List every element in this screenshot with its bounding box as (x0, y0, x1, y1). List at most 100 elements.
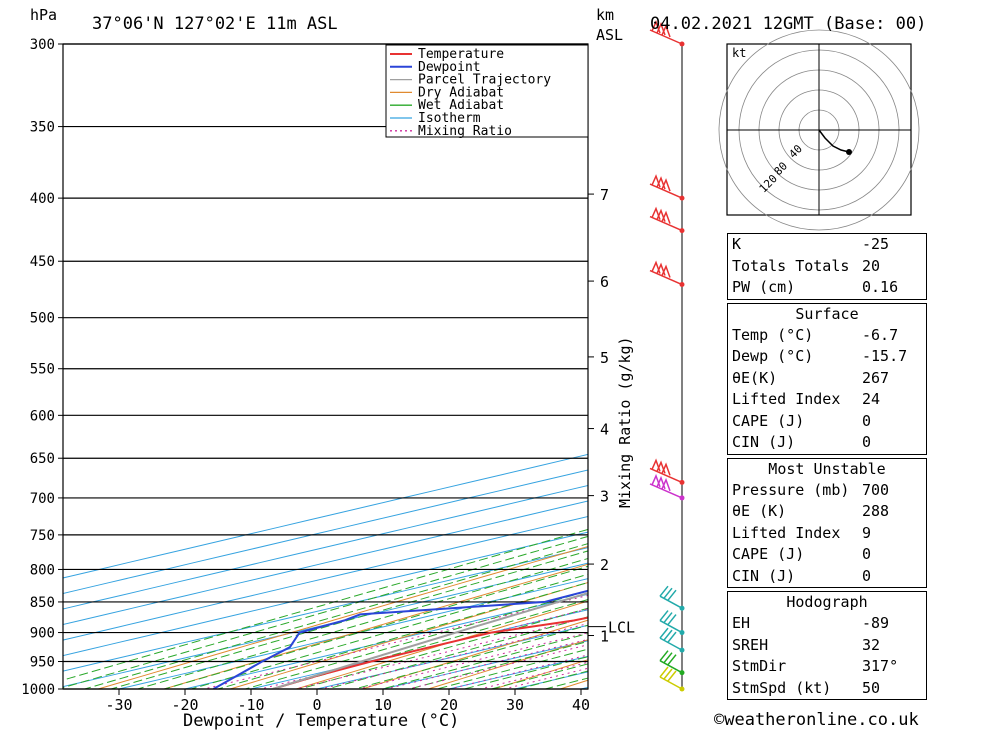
pressure-label: 950 (30, 655, 55, 671)
table-row: SREH 32 (728, 635, 926, 657)
datetime-title: 04.02.2021 12GMT (Base: 00) (650, 14, 926, 34)
isotherm-line (116, 578, 588, 689)
wet-adiabat-line (63, 528, 588, 681)
row-label: PW (cm) (732, 278, 796, 296)
legend-label: Isotherm (418, 111, 481, 126)
wind-barb (649, 174, 683, 199)
wind-barb (659, 610, 683, 634)
plot-frame (62, 43, 589, 690)
asl-label: ASL (596, 26, 623, 44)
row-label: θE(K) (732, 368, 778, 387)
isotherm-line (63, 547, 588, 672)
row-label: Lifted Index (732, 390, 841, 408)
credit-text: ©weatheronline.co.uk (714, 710, 919, 730)
row-value: 288 (862, 502, 890, 520)
row-value: 24 (862, 390, 881, 408)
location-title: 37°06'N 127°02'E 11m ASL (92, 14, 338, 34)
height-label: 5 (600, 349, 609, 367)
legend-label: Wet Adiabat (418, 98, 504, 113)
wet-adiabat-line (109, 550, 588, 689)
pressure-label: 750 (30, 528, 55, 544)
temperature-label: 40 (572, 696, 590, 714)
wind-barb (649, 458, 683, 484)
pressure-label: 450 (30, 254, 55, 270)
pressure-label: 300 (30, 37, 55, 53)
wind-barb-shaft (649, 269, 683, 286)
row-value: -6.7 (862, 325, 899, 344)
pressure-label: 850 (30, 595, 55, 611)
table-row: CIN (J) 0 (728, 566, 926, 588)
pressure-label: 500 (30, 311, 55, 327)
storm-motion-marker (846, 149, 852, 155)
row-value: 32 (862, 635, 881, 654)
wind-barb-shaft (659, 595, 683, 609)
row-value: 20 (862, 256, 881, 275)
table-row: Lifted Index 9 (728, 523, 926, 545)
wet-adiabat-line (135, 557, 588, 689)
surface-table: Surface Temp (°C) -6.7 Dewp (°C) -15.7 θE(K)… (727, 302, 927, 455)
height-label: 1 (600, 628, 609, 646)
row-label: SREH (732, 635, 769, 654)
temperature-label: 0 (312, 696, 321, 714)
row-value: -25 (862, 235, 890, 253)
lcl-label: LCL (608, 619, 635, 637)
table-row: Pressure (mb) 700 (728, 480, 926, 502)
height-label: 2 (600, 556, 609, 574)
most-unstable-title: Most Unstable (768, 459, 886, 478)
wind-barb (659, 666, 683, 690)
mixing-ratio-axis-title: Mixing Ratio (g/kg) (616, 336, 634, 508)
temperature-label: 10 (374, 696, 392, 714)
dry-adiabat-line (162, 563, 588, 689)
table-row: CAPE (J) 0 (728, 411, 926, 433)
wind-profile (649, 19, 685, 692)
table-row: Dewp (°C) -15.7 (728, 346, 926, 368)
row-value: 0 (862, 433, 872, 451)
table-row: StmDir 317° (728, 656, 926, 678)
row-label: θE (K) (732, 502, 787, 520)
height-label: 3 (600, 488, 609, 506)
pressure-label: 900 (30, 626, 55, 642)
wind-barb-feather (659, 666, 669, 678)
wind-barb (649, 19, 683, 45)
isotherm-line (63, 562, 588, 688)
km-label: km (596, 6, 614, 24)
wet-adiabat-line (162, 565, 588, 689)
pressure-label: 650 (30, 451, 55, 467)
wind-barb (649, 260, 683, 286)
wind-barb-feather (667, 631, 677, 643)
x-axis-title: Dewpoint / Temperature (°C) (183, 711, 459, 731)
wind-barb-feather (659, 585, 669, 597)
wind-barb-feather (659, 610, 669, 622)
table-row: K -25 (728, 234, 926, 256)
wind-barb-shaft (649, 215, 683, 232)
hodograph-trace (818, 129, 850, 153)
wind-barb-feather (663, 629, 673, 641)
wind-barb (659, 585, 683, 609)
dry-adiabat-line (360, 619, 588, 689)
row-label: CAPE (J) (732, 545, 805, 563)
row-value: 267 (862, 368, 890, 387)
wind-barb-shaft (659, 619, 683, 634)
pressure-label: 550 (30, 362, 55, 378)
wind-barb-shaft (649, 467, 683, 484)
dry-adiabat-line (228, 581, 588, 689)
pressure-label: 350 (30, 120, 55, 136)
legend-label: Dry Adiabat (418, 85, 504, 100)
wind-barb-feather (663, 587, 673, 599)
temperature-label: -30 (105, 696, 132, 714)
pressure-label: 400 (30, 191, 55, 207)
wind-barb-feather (667, 654, 677, 666)
hodograph-title: Hodograph (786, 593, 868, 611)
dry-adiabat-line (946, 7, 1000, 715)
row-value: -89 (862, 614, 890, 632)
hodograph-ring (718, 29, 920, 231)
row-value: 0 (862, 411, 872, 430)
wet-adiabat-line (380, 632, 588, 689)
legend-label: Mixing Ratio (418, 124, 512, 139)
height-label: 4 (600, 421, 609, 439)
wet-adiabat-line (216, 582, 588, 689)
height-label: 6 (600, 273, 609, 291)
